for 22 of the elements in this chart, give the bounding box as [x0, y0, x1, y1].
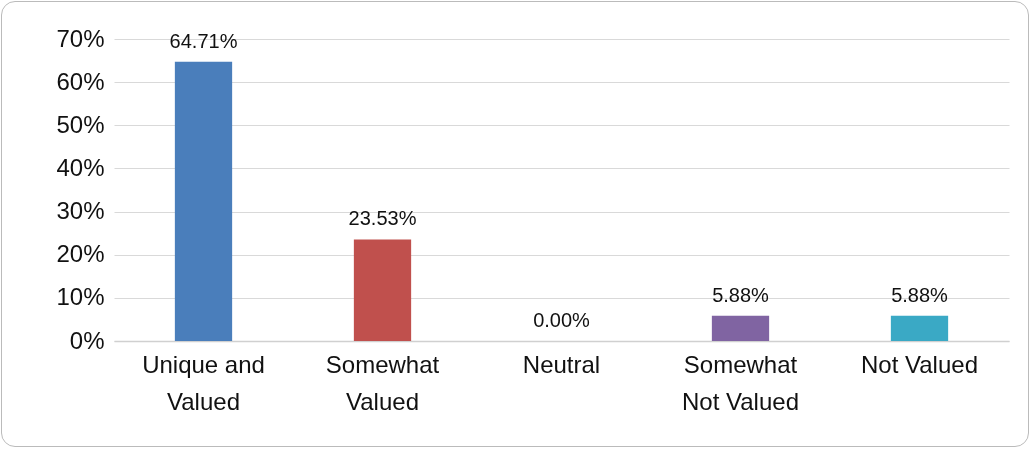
y-tick-label: 10%: [56, 283, 105, 311]
y-tick-label: 30%: [56, 197, 105, 225]
bar: [890, 315, 949, 341]
y-tick-label: 70%: [56, 24, 105, 52]
y-tick-label: 60%: [56, 67, 105, 95]
bar: [353, 239, 412, 341]
x-tick-label: Somewhat Not Valued: [682, 350, 799, 415]
x-tick-label: Not Valued: [861, 350, 978, 378]
data-label: 0.00%: [533, 309, 591, 331]
x-tick-label: Neutral: [522, 350, 601, 378]
x-tick-label: Unique and Valued: [142, 350, 265, 415]
data-label: 5.88%: [712, 283, 770, 306]
data-label: 64.71%: [169, 29, 238, 52]
y-tick-label: 40%: [56, 153, 105, 181]
y-tick-label: 20%: [56, 240, 105, 268]
bar: [711, 315, 770, 341]
x-tick-label: Somewhat Valued: [325, 350, 440, 415]
data-label: 23.53%: [348, 207, 417, 230]
y-tick-label: 0%: [69, 326, 105, 354]
y-tick-label: 50%: [56, 110, 105, 138]
bar: [174, 61, 233, 341]
data-label: 5.88%: [891, 283, 949, 306]
